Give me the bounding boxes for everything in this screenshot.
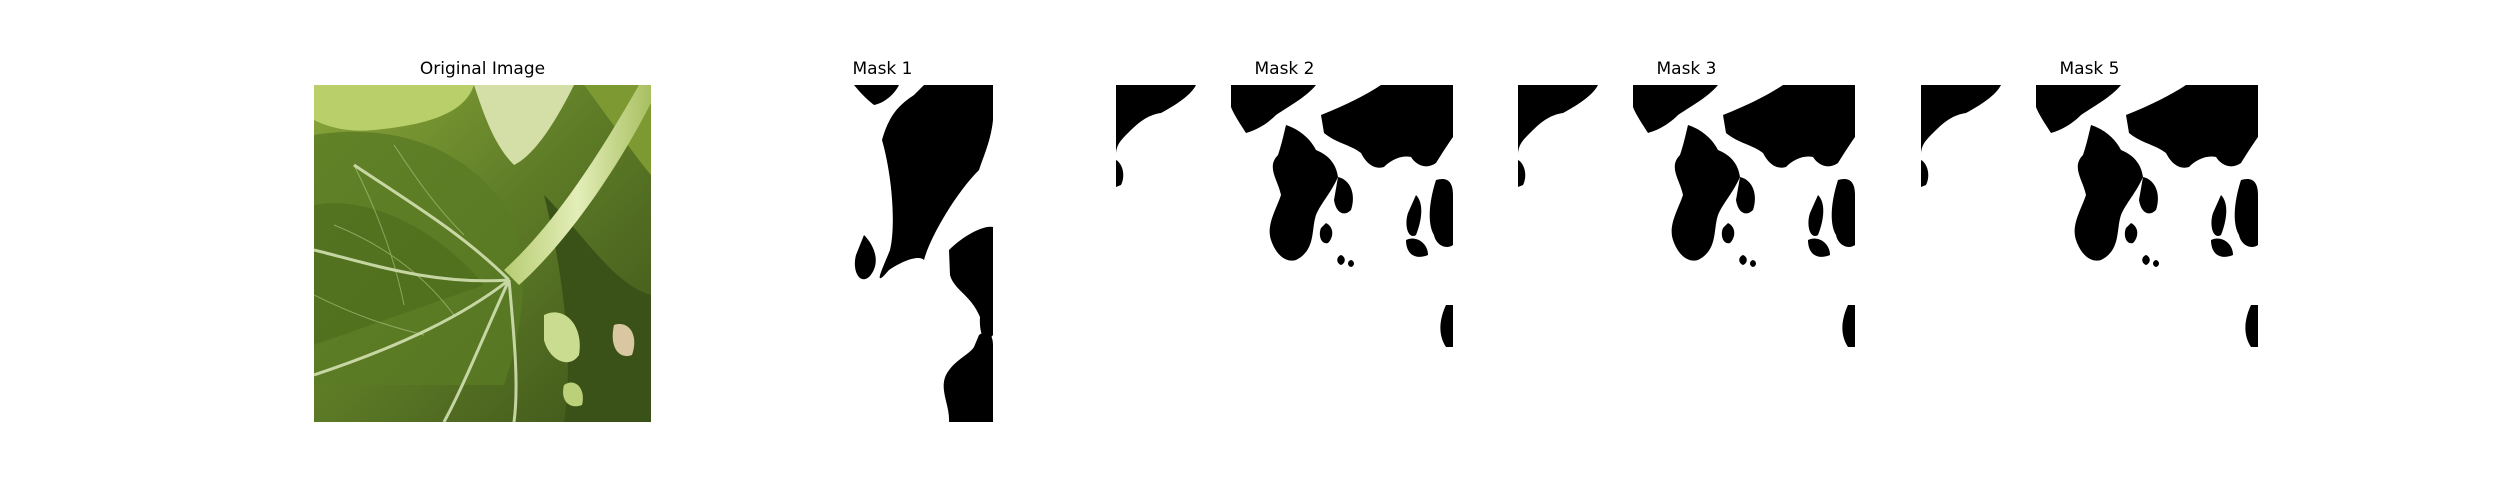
panel-title-mask-1: Mask 1: [852, 59, 913, 79]
panel-title-mask-3: Mask 3: [1656, 59, 1717, 79]
original-image-panel: [314, 85, 651, 422]
mask-3-panel: [1518, 85, 1855, 422]
panel-title-mask-5: Mask 5: [2059, 59, 2120, 79]
mask-3-image: [1518, 85, 1855, 422]
mask-2-image: [1116, 85, 1453, 422]
mask-5-image: [1921, 85, 2258, 422]
mask-1-image: [714, 85, 1051, 422]
mask-5-panel: [1921, 85, 2258, 422]
mask-1-panel: [714, 85, 1051, 422]
panel-title-mask-2: Mask 2: [1254, 59, 1315, 79]
original-leaf-image: [314, 85, 651, 422]
panel-title-original-image: Original Image: [419, 59, 546, 79]
mask-2-panel: [1116, 85, 1453, 422]
